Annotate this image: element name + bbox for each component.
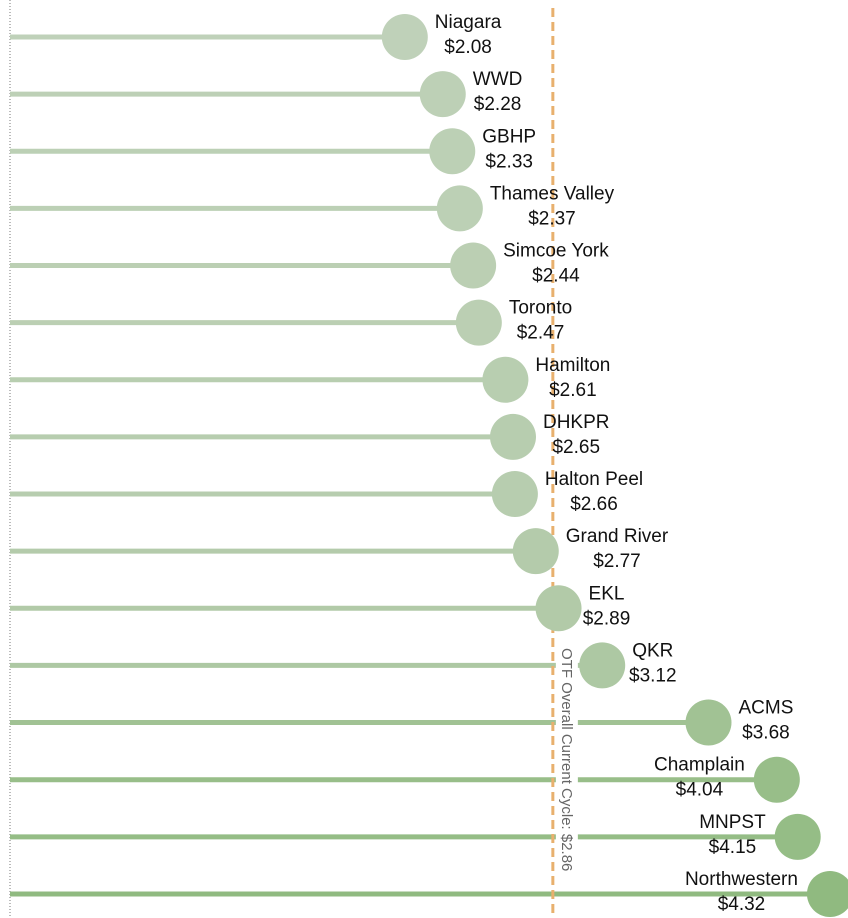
dot — [491, 471, 538, 518]
reference-label: OTF Overall Current Cycle: $2.86 — [558, 648, 575, 871]
dot — [482, 356, 529, 403]
category-label: Northwestern — [685, 869, 798, 890]
value-label: $4.15 — [709, 837, 757, 858]
dot — [450, 242, 497, 289]
dot — [381, 14, 428, 60]
value-label: $2.47 — [517, 323, 565, 344]
category-label: WWD — [473, 69, 523, 90]
value-label: $2.44 — [532, 266, 580, 287]
category-label: EKL — [589, 583, 625, 604]
category-label: GBHP — [482, 126, 536, 147]
value-label: $2.08 — [444, 37, 492, 58]
dot — [429, 128, 476, 175]
value-label: $4.04 — [676, 780, 724, 801]
reference: OTF Overall Current Cycle: $2.86 — [551, 8, 578, 918]
dot — [419, 71, 466, 118]
value-label: $2.65 — [552, 437, 600, 458]
category-label: Hamilton — [535, 355, 610, 376]
dot — [579, 642, 626, 689]
category-label: MNPST — [699, 812, 766, 833]
dot — [685, 699, 732, 746]
category-label: QKR — [632, 640, 673, 661]
dot — [806, 870, 848, 917]
value-label: $3.12 — [629, 665, 677, 686]
dot — [535, 585, 582, 632]
dot — [489, 413, 536, 460]
dot — [774, 813, 821, 860]
category-label: Champlain — [654, 755, 745, 776]
value-label: $2.66 — [570, 494, 618, 515]
value-label: $4.32 — [718, 894, 766, 915]
value-label: $2.37 — [528, 208, 576, 229]
category-label: DHKPR — [543, 412, 610, 433]
dot — [753, 756, 800, 803]
category-label: Niagara — [435, 12, 502, 33]
dot — [436, 185, 483, 232]
category-label: Simcoe York — [503, 241, 609, 262]
value-label: $2.89 — [583, 608, 631, 629]
category-label: ACMS — [738, 698, 793, 719]
dot — [455, 299, 502, 346]
value-label: $3.68 — [742, 723, 790, 744]
dots — [381, 14, 848, 917]
category-label: Thames Valley — [490, 183, 615, 204]
value-label: $2.28 — [474, 94, 522, 115]
dot — [512, 528, 559, 575]
category-label: Grand River — [566, 526, 669, 547]
value-label: $2.77 — [593, 551, 641, 572]
stems — [10, 34, 830, 897]
category-label: Halton Peel — [545, 469, 643, 490]
value-label: $2.33 — [485, 151, 533, 172]
reference-label-bg — [555, 645, 578, 877]
value-label: $2.61 — [549, 380, 597, 401]
category-label: Toronto — [509, 298, 572, 319]
